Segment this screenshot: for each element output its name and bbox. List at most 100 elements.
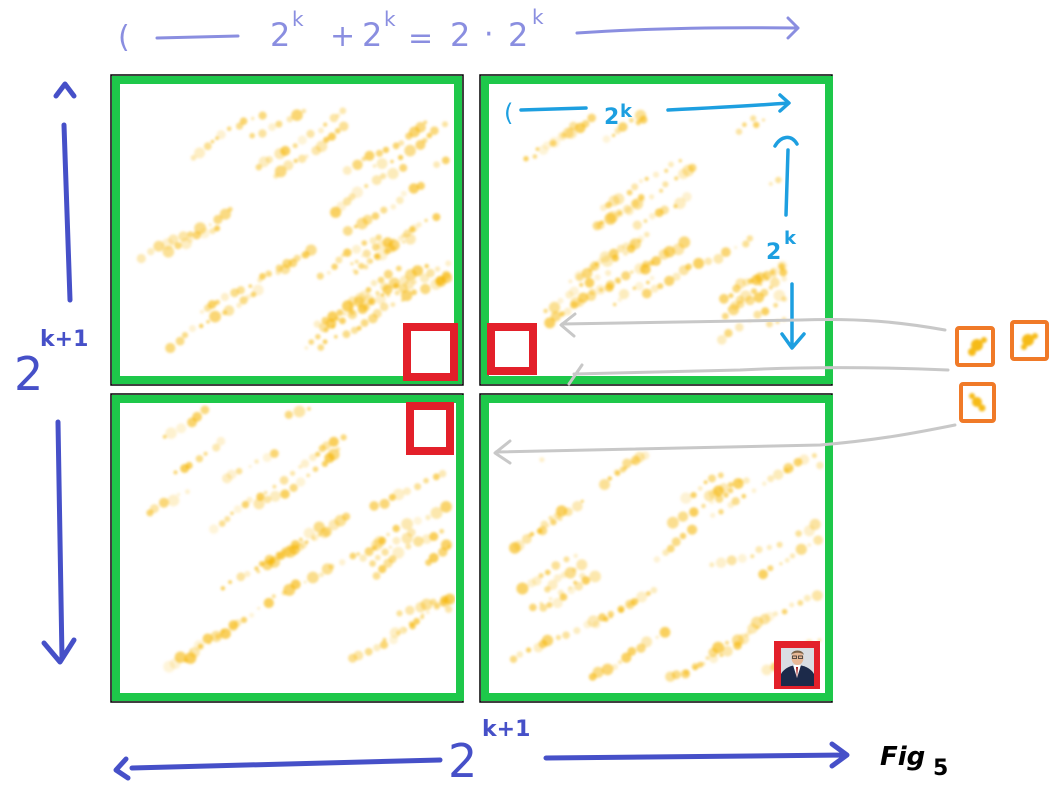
speckle-dot: [343, 312, 347, 316]
speckle-dot: [342, 330, 351, 339]
speckle-dot: [398, 140, 405, 146]
speckle-dot: [343, 197, 352, 206]
speckle-dot: [303, 580, 307, 584]
speckle-dot: [382, 237, 393, 248]
speckle-dot: [569, 286, 579, 297]
speckle-dot: [731, 497, 740, 506]
speckle-dot: [725, 640, 729, 645]
speckle-dot: [382, 284, 393, 295]
speckle-dot: [360, 319, 369, 327]
speckle-dot: [402, 240, 406, 244]
speckle-dot: [194, 147, 206, 159]
speckle-dot: [421, 613, 425, 617]
speckle-dot: [220, 292, 229, 302]
speckle-dot: [392, 536, 401, 545]
speckle-dot: [322, 441, 331, 450]
speckle-dot: [224, 516, 231, 522]
speckle-dot: [762, 270, 772, 280]
speckle-dot: [174, 651, 187, 663]
speckle-dot: [722, 646, 733, 657]
speckle-dot: [416, 181, 425, 190]
quad-annotation-left-paren: (: [504, 99, 513, 127]
speckle-dot: [336, 201, 347, 212]
speckle-dot: [719, 653, 724, 657]
speckle-dot: [304, 154, 309, 159]
speckle-dot: [599, 204, 607, 212]
speckle-dot: [356, 552, 361, 556]
speckle-dot: [379, 640, 389, 650]
speckle-dot: [562, 127, 574, 139]
speckle-dot: [386, 532, 390, 537]
speckle-dot: [284, 410, 293, 419]
speckle-dot: [339, 317, 346, 325]
speckle-dot: [362, 214, 373, 225]
speckle-dot: [300, 252, 306, 259]
speckle-dot: [415, 139, 426, 150]
speckle-dot: [621, 652, 632, 663]
speckle-dot: [429, 532, 439, 541]
speckle-dot: [664, 168, 669, 173]
speckle-dot: [723, 492, 729, 498]
speckle-dot: [678, 159, 682, 163]
speckle-dot: [223, 305, 235, 316]
speckle-dot: [369, 560, 376, 567]
speckle-dot: [773, 302, 778, 308]
speckle-dot: [622, 458, 632, 469]
speckle-dot: [727, 482, 734, 488]
speckle-dot: [548, 301, 561, 314]
speckle-dot: [168, 234, 179, 245]
speckle-dot: [715, 494, 724, 503]
speckle-dot: [293, 254, 301, 262]
speckle-dot: [403, 487, 411, 496]
speckle-dot: [532, 154, 538, 159]
speckle-dot: [240, 616, 248, 624]
speckle-dot: [342, 512, 351, 521]
speckle-dot: [322, 339, 328, 345]
speckle-dot: [618, 211, 622, 215]
speckle-dot: [216, 436, 226, 446]
speckle-dot: [162, 434, 167, 439]
speckle-dot: [375, 293, 386, 305]
speckle-dot: [721, 312, 729, 320]
speckle-dot: [721, 247, 731, 257]
speckle-dot: [778, 263, 785, 270]
speckle-dot: [335, 256, 343, 264]
speckle-dot: [379, 498, 390, 509]
speckle-dot: [601, 663, 614, 676]
speckle-dot: [652, 171, 660, 178]
speckle-dot: [257, 277, 263, 283]
speckle-dot: [701, 503, 706, 509]
speckle-dot: [797, 600, 804, 606]
speckle-dot: [372, 308, 382, 318]
speckle-dot: [416, 222, 422, 228]
speckle-dot: [803, 594, 811, 602]
speckle-dot: [559, 593, 568, 601]
speckle-dot: [745, 295, 755, 306]
speckle-dot: [625, 599, 635, 610]
speckle-dot: [743, 477, 750, 484]
speckle-dot: [368, 299, 374, 305]
speckle-dot: [578, 292, 589, 303]
speckle-dot: [672, 272, 681, 281]
speckle-dot: [215, 633, 221, 640]
speckle-dot: [521, 534, 532, 544]
speckle-dot: [769, 277, 780, 288]
speckle-dot: [426, 132, 433, 139]
speckle-dot: [638, 179, 644, 184]
speckle-dot: [555, 634, 562, 641]
bottom-dimension-exponent: k+1: [482, 717, 530, 742]
speckle-dot: [425, 514, 431, 521]
speckle-dot: [445, 260, 452, 267]
speckle-dot: [679, 532, 687, 540]
speckle-dot: [649, 275, 655, 281]
speckle-dot: [784, 557, 790, 563]
speckle-dot: [413, 516, 422, 525]
speckle-dot: [398, 154, 404, 161]
speckle-dot: [424, 218, 428, 223]
speckle-dot: [392, 238, 396, 242]
speckle-dot: [235, 122, 244, 130]
speckle-dot: [209, 228, 216, 235]
speckle-dot: [283, 160, 294, 171]
speckle-dot: [396, 196, 404, 205]
